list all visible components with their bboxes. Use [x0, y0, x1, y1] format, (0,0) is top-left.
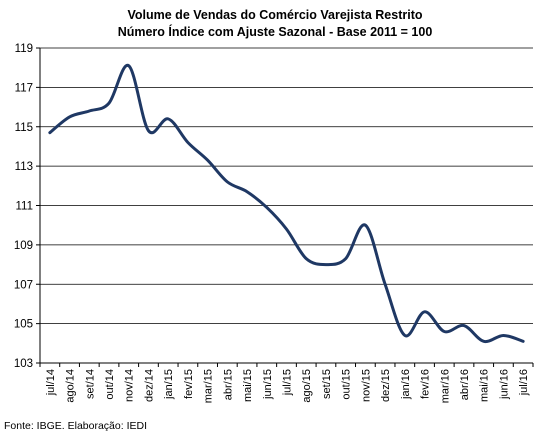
- y-axis-tick-labels: 103 105 107 109 111 113 115 117 119: [14, 43, 33, 370]
- y-tick-label: 113: [15, 161, 33, 173]
- gridlines: [36, 47, 533, 364]
- x-tick-label: jun/16: [498, 369, 510, 400]
- x-tick-label: jul/15: [282, 369, 294, 396]
- x-tick-label: fev/16: [420, 369, 432, 399]
- x-tick-label: nov/15: [360, 369, 372, 402]
- x-tick-label: mar/16: [439, 369, 451, 403]
- x-tick-label: dez/14: [143, 369, 155, 402]
- x-tick-label: dez/15: [380, 369, 392, 402]
- chart-title: Volume de Vendas do Comércio Varejista R…: [127, 8, 423, 22]
- x-tick-label: jun/15: [262, 369, 274, 400]
- x-tick-label: ago/15: [301, 369, 313, 403]
- chart-subtitle: Número Índice com Ajuste Sazonal - Base …: [117, 25, 433, 39]
- y-tick-label: 115: [15, 122, 33, 134]
- y-tick-label: 103: [14, 358, 33, 370]
- x-tick-label: mai/16: [479, 369, 491, 402]
- x-tick-label: jan/15: [163, 369, 175, 400]
- x-tick-label: out/15: [341, 369, 353, 400]
- series: [48, 64, 525, 344]
- x-axis-tick-labels: jul/14 ago/14 set/14 out/14 nov/14 dez/14 jan/…: [45, 369, 530, 403]
- x-tick-label: mai/15: [242, 369, 254, 402]
- y-tick-label: 111: [16, 201, 33, 213]
- x-tick-label: jul/16: [518, 369, 530, 396]
- y-tick-label: 117: [15, 82, 33, 94]
- axes: [39, 48, 534, 367]
- y-tick-label: 119: [15, 43, 33, 55]
- x-tick-label: nov/14: [124, 369, 136, 402]
- x-tick-label: ago/14: [65, 369, 77, 403]
- x-tick-label: set/14: [84, 369, 96, 399]
- x-tick-label: jan/16: [400, 369, 412, 400]
- y-tick-label: 105: [14, 319, 33, 331]
- x-tick-label: mar/15: [203, 369, 215, 403]
- y-tick-label: 109: [14, 240, 33, 252]
- series-line: [48, 64, 525, 344]
- x-tick-label: fev/15: [183, 369, 195, 399]
- source-note: Fonte: IBGE. Elaboração: IEDI: [4, 420, 147, 432]
- x-tick-label: set/15: [321, 369, 333, 399]
- y-tick-label: 107: [14, 279, 33, 291]
- x-tick-label: abr/15: [222, 369, 234, 400]
- x-tick-label: jul/14: [45, 369, 57, 396]
- x-tick-label: abr/16: [459, 369, 471, 400]
- x-tick-label: out/14: [104, 369, 116, 400]
